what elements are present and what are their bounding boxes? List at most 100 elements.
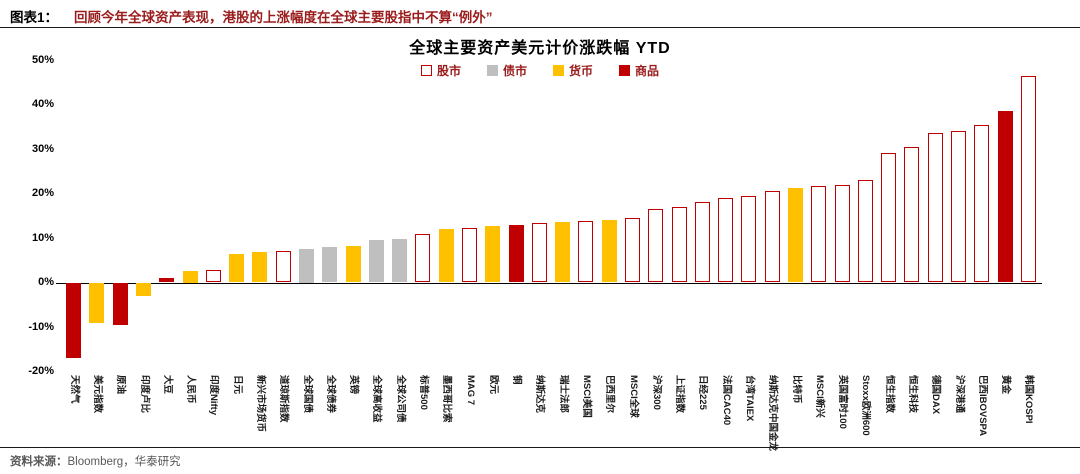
chart-bar (951, 131, 966, 283)
chart-bar (136, 282, 151, 296)
legend-swatch-currency-icon (553, 65, 564, 76)
x-axis-category-label: MSCI全球 (627, 375, 639, 418)
x-axis-category-label: 美元指数 (91, 375, 103, 414)
chart-bar (764, 191, 780, 283)
x-axis-category-label: 上证指数 (674, 375, 686, 414)
x-axis-category-label: 全球公司债 (394, 375, 406, 423)
source-text: Bloomberg，华泰研究 (67, 456, 181, 468)
x-axis-category-label: 人民币 (185, 375, 197, 404)
chart-bar (508, 224, 524, 283)
y-axis-tick-label: 40% (31, 98, 54, 110)
chart-bar (834, 184, 850, 283)
x-axis-category-label: 巴西里尔 (604, 375, 616, 414)
chart-title: 全球主要资产美元计价涨跌幅 YTD (409, 40, 671, 57)
chart-bar (555, 222, 571, 283)
chart-bar (904, 146, 920, 283)
x-axis-category-label: 印度Nifty (208, 375, 220, 416)
legend-label: 债市 (502, 64, 527, 78)
chart-bar (718, 197, 734, 283)
x-axis-category-label: 纳斯达克中国金龙 (767, 375, 779, 452)
figure-caption-text: 回顾今年全球资产表现，港股的上涨幅度在全球主要股指中不算“例外” (74, 10, 493, 25)
chart-bar (625, 217, 640, 283)
x-axis-category-label: 道琼斯指数 (278, 375, 290, 423)
chart-bar (182, 271, 198, 283)
x-axis-category-label: 英国富时100 (837, 375, 849, 429)
x-axis-category-label: 法国CAC40 (720, 375, 732, 426)
y-axis-tick-label: -20% (28, 365, 54, 377)
x-axis-category-label: 日元 (231, 375, 243, 395)
x-axis-category-label: 天然气 (68, 375, 80, 404)
chart-bar (322, 246, 338, 283)
x-axis-category-label: 全球国债 (301, 375, 313, 414)
y-axis-tick-label: 30% (31, 142, 54, 155)
chart-legend: 股市 债市 货币 商品 (0, 62, 1080, 79)
chart-bar (368, 240, 384, 283)
bottom-divider-line (0, 447, 1080, 448)
x-axis-category-label: 德国DAX (930, 375, 942, 415)
chart-bar (438, 229, 454, 283)
x-axis-category-label: MSCI美国 (580, 375, 592, 418)
chart-bar (811, 185, 827, 283)
y-axis-tick-label: -10% (28, 320, 54, 333)
x-axis-category-label: 印度卢比 (138, 375, 150, 414)
chart-bar (671, 206, 687, 283)
legend-item-commodity: 商品 (619, 62, 659, 79)
legend-swatch-stock-icon (420, 65, 432, 76)
chart-bar (857, 180, 873, 283)
legend-item-bond: 债市 (486, 62, 527, 79)
chart-bar (275, 251, 291, 283)
chart-bar (648, 209, 664, 283)
x-axis-category-label: MAG 7 (464, 375, 476, 406)
x-axis-category-label: 黄金 (1000, 375, 1012, 395)
x-axis-category-label: 大豆 (161, 375, 173, 395)
chart-bar (299, 249, 314, 283)
x-axis-category-label: 恒生指数 (883, 375, 895, 414)
chart-bar (252, 252, 268, 283)
x-axis-category-label: 韩国KOSPI (1023, 375, 1035, 424)
x-axis-category-label: 沪深港通 (953, 375, 965, 414)
chart-bar (531, 223, 547, 283)
top-divider-line (0, 27, 1080, 28)
chart-bar (205, 270, 221, 283)
legend-item-stock: 股市 (420, 62, 461, 79)
x-axis-category-label: 纳斯达克 (534, 375, 546, 414)
chart-bar (741, 195, 757, 283)
chart-bar (229, 253, 245, 283)
chart-bar (112, 282, 128, 325)
legend-item-currency: 货币 (553, 62, 593, 79)
source-label: 资料来源： (10, 456, 68, 468)
y-axis-tick-label: 0% (38, 276, 54, 288)
x-axis-category-label: MSCI新兴 (813, 375, 825, 418)
legend-label: 商品 (635, 64, 660, 78)
chart-bar (788, 187, 803, 283)
chart-bar (345, 246, 361, 283)
legend-swatch-commodity-icon (619, 65, 631, 76)
x-axis-category-label: 欧元 (487, 375, 499, 395)
x-axis-zero-line (56, 282, 1042, 284)
x-axis-category-label: 原油 (115, 375, 127, 395)
x-axis-category-label: 新兴市场货币 (254, 375, 266, 433)
chart-bar (485, 225, 501, 283)
x-axis-category-label: 日经225 (697, 375, 709, 410)
chart-bar (159, 278, 175, 283)
y-axis-tick-label: 20% (31, 187, 54, 199)
x-axis-category-label: 沪深300 (650, 375, 662, 410)
legend-label: 股市 (436, 64, 461, 78)
chart-bar (694, 202, 710, 283)
chart-bar (997, 111, 1013, 283)
chart-bar (89, 282, 105, 323)
x-axis-category-label: 墨西哥比索 (441, 375, 453, 423)
x-axis-category-label: Stoxx欧洲600 (860, 375, 872, 436)
legend-swatch-bond-icon (486, 65, 498, 76)
x-axis-category-label: 比特币 (790, 375, 802, 404)
chart-bar (974, 124, 990, 283)
chart-bar (578, 221, 594, 283)
x-axis-category-label: 铜 (511, 375, 523, 385)
x-axis-category-label: 全球高收益 (371, 375, 383, 423)
x-axis-category-label: 台湾TAIEX (743, 375, 755, 422)
chart-bar (415, 234, 431, 283)
chart-bar (462, 227, 477, 283)
chart-bar (881, 153, 897, 283)
x-axis-category-label: 巴西IBOVSPA (976, 375, 988, 437)
chart-bar (927, 133, 943, 283)
